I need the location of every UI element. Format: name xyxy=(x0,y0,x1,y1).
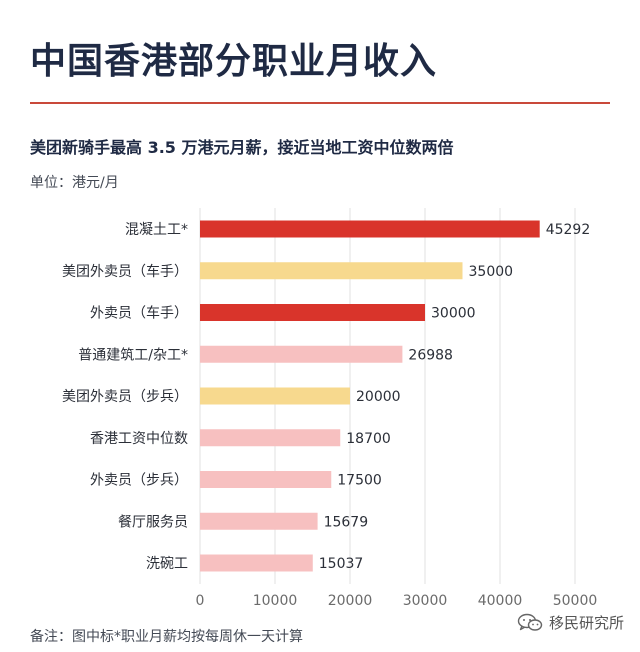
labels: 混凝土工* 45292 美团外卖员（车手） 35000 外卖员（车手） 30000 普通建筑… xyxy=(62,222,590,572)
category-label: 混凝土工* xyxy=(125,222,188,238)
bar xyxy=(200,304,425,321)
watermark: 移民研究所 xyxy=(517,612,624,633)
watermark-text: 移民研究所 xyxy=(548,614,624,632)
value-label: 20000 xyxy=(356,389,401,405)
bar xyxy=(200,262,463,280)
bars xyxy=(200,220,540,572)
unit-label: 单位：港元/月 xyxy=(30,175,119,191)
value-label: 35000 xyxy=(469,264,514,280)
bar xyxy=(200,387,350,405)
x-tick-label: 40000 xyxy=(478,593,523,609)
x-tick-label: 50000 xyxy=(553,593,598,609)
bar xyxy=(200,345,403,363)
category-label: 餐厅服务员 xyxy=(118,514,188,530)
bar xyxy=(200,220,540,238)
category-label: 香港工资中位数 xyxy=(90,431,188,447)
bar xyxy=(200,554,313,572)
value-label: 17500 xyxy=(337,473,382,489)
chart-title: 中国香港部分职业月收入 xyxy=(30,41,438,82)
value-label: 30000 xyxy=(431,306,476,322)
category-label: 外卖员（车手） xyxy=(90,305,188,322)
category-label: 美团外卖员（步兵） xyxy=(62,389,188,405)
title-divider xyxy=(30,102,610,104)
bar xyxy=(200,429,341,447)
category-label: 美团外卖员（车手） xyxy=(62,263,188,280)
footnote: 备注：图中标*职业月薪均按每周休一天计算 xyxy=(30,629,303,645)
wechat-icon xyxy=(517,613,543,631)
chart-subtitle: 美团新骑手最高 3.5 万港元月薪，接近当地工资中位数两倍 xyxy=(30,138,454,157)
category-label: 外卖员（步兵） xyxy=(90,473,188,489)
value-label: 45292 xyxy=(546,222,591,238)
value-label: 15037 xyxy=(319,556,364,572)
x-tick-label: 30000 xyxy=(403,593,448,609)
category-label: 普通建筑工/杂工* xyxy=(78,347,188,363)
x-tick-label: 10000 xyxy=(253,593,298,609)
value-label: 26988 xyxy=(408,347,453,363)
value-label: 18700 xyxy=(346,431,391,447)
bar xyxy=(200,471,332,488)
value-label: 15679 xyxy=(324,514,369,530)
bar xyxy=(200,512,318,530)
x-axis-ticks: 0 10000 20000 30000 40000 50000 xyxy=(196,593,598,609)
category-label: 洗碗工 xyxy=(146,556,188,572)
x-tick-label: 0 xyxy=(196,593,205,609)
x-tick-label: 20000 xyxy=(328,593,373,609)
